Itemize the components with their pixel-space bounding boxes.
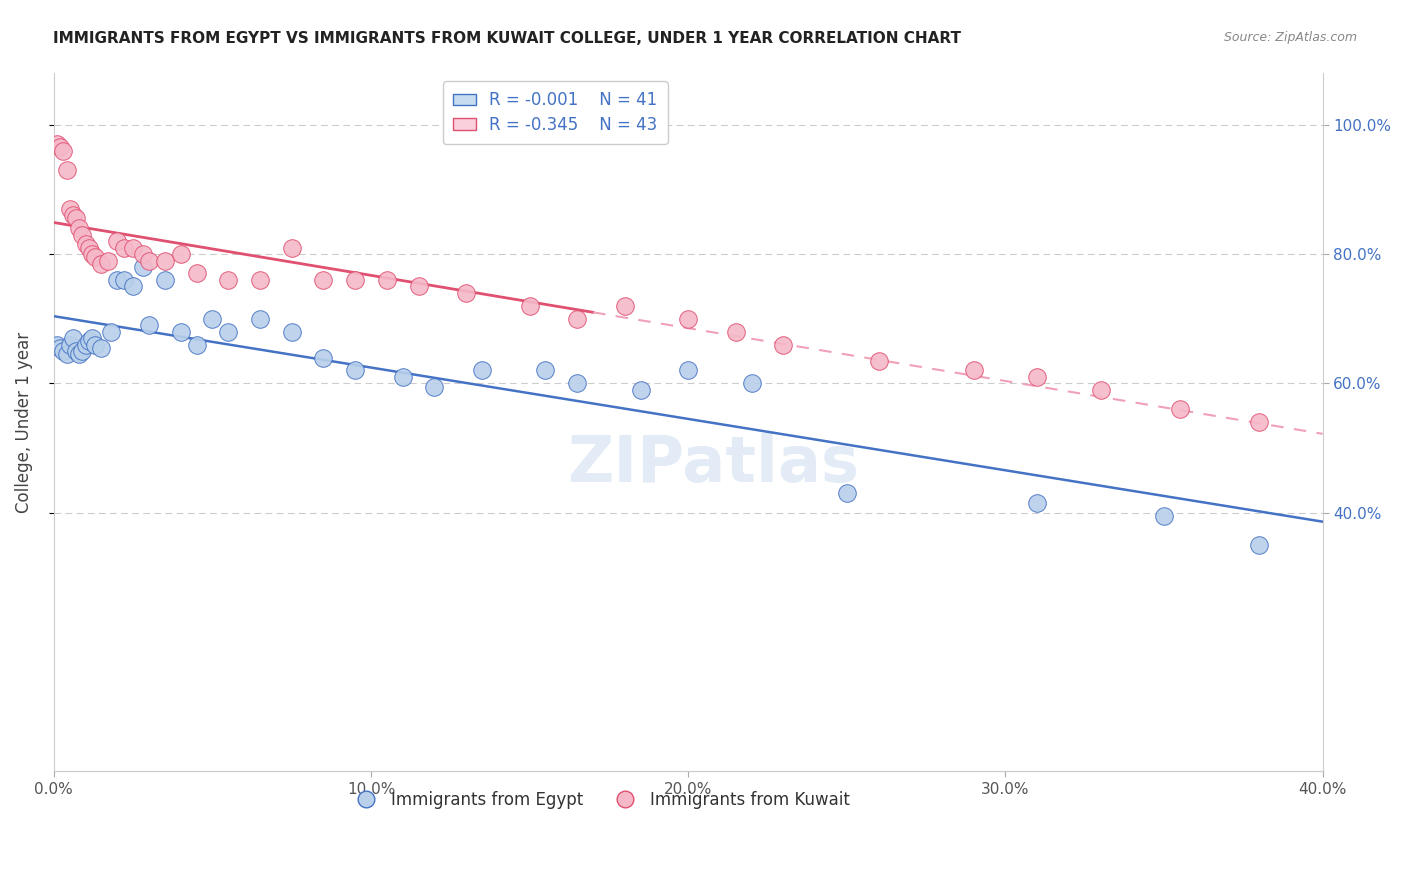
Text: ZIPatlas: ZIPatlas xyxy=(568,434,859,495)
Point xyxy=(80,331,103,345)
Point xyxy=(49,140,72,154)
Point xyxy=(131,247,153,261)
Point xyxy=(131,260,153,274)
Point xyxy=(62,331,84,345)
Point xyxy=(1026,370,1049,384)
Point xyxy=(1153,508,1175,523)
Point xyxy=(375,273,398,287)
Point xyxy=(630,383,652,397)
Point xyxy=(59,337,82,351)
Point xyxy=(77,241,100,255)
Point xyxy=(408,279,430,293)
Point xyxy=(153,253,176,268)
Point xyxy=(112,273,135,287)
Point xyxy=(77,334,100,349)
Point xyxy=(112,241,135,255)
Point xyxy=(312,351,335,365)
Point xyxy=(67,347,90,361)
Point xyxy=(55,163,77,178)
Text: Source: ZipAtlas.com: Source: ZipAtlas.com xyxy=(1223,31,1357,45)
Text: IMMIGRANTS FROM EGYPT VS IMMIGRANTS FROM KUWAIT COLLEGE, UNDER 1 YEAR CORRELATIO: IMMIGRANTS FROM EGYPT VS IMMIGRANTS FROM… xyxy=(53,31,962,46)
Point xyxy=(170,247,193,261)
Point xyxy=(567,376,589,391)
Point xyxy=(90,341,112,355)
Point xyxy=(344,363,367,377)
Point xyxy=(676,363,699,377)
Point xyxy=(153,273,176,287)
Legend: Immigrants from Egypt, Immigrants from Kuwait: Immigrants from Egypt, Immigrants from K… xyxy=(343,784,856,815)
Point xyxy=(741,376,763,391)
Point xyxy=(97,253,120,268)
Point xyxy=(46,137,69,152)
Point xyxy=(122,241,145,255)
Point xyxy=(186,267,208,281)
Point xyxy=(72,344,94,359)
Point xyxy=(201,311,224,326)
Point xyxy=(84,250,107,264)
Point xyxy=(55,347,77,361)
Point xyxy=(67,221,90,235)
Point xyxy=(65,344,87,359)
Point xyxy=(62,208,84,222)
Point xyxy=(471,363,494,377)
Point xyxy=(613,299,636,313)
Point xyxy=(105,273,128,287)
Point xyxy=(344,273,367,287)
Point xyxy=(100,325,122,339)
Point xyxy=(84,337,107,351)
Point xyxy=(280,241,302,255)
Point xyxy=(534,363,557,377)
Point xyxy=(772,337,794,351)
Point xyxy=(186,337,208,351)
Point xyxy=(105,234,128,248)
Point xyxy=(249,311,271,326)
Point xyxy=(567,311,589,326)
Point xyxy=(280,325,302,339)
Point xyxy=(423,379,446,393)
Point xyxy=(52,344,75,359)
Point xyxy=(90,257,112,271)
Point xyxy=(249,273,271,287)
Point xyxy=(217,273,239,287)
Point xyxy=(963,363,986,377)
Point xyxy=(391,370,413,384)
Point xyxy=(65,211,87,226)
Point xyxy=(1249,538,1271,552)
Point xyxy=(835,486,858,500)
Y-axis label: College, Under 1 year: College, Under 1 year xyxy=(15,332,32,513)
Point xyxy=(519,299,541,313)
Point xyxy=(138,318,160,333)
Point xyxy=(80,247,103,261)
Point xyxy=(170,325,193,339)
Point xyxy=(75,337,97,351)
Point xyxy=(217,325,239,339)
Point xyxy=(138,253,160,268)
Point xyxy=(52,144,75,158)
Point xyxy=(724,325,747,339)
Point xyxy=(122,279,145,293)
Point xyxy=(46,337,69,351)
Point xyxy=(456,285,478,300)
Point xyxy=(49,341,72,355)
Point xyxy=(1249,415,1271,429)
Point xyxy=(59,202,82,216)
Point xyxy=(1026,496,1049,510)
Point xyxy=(312,273,335,287)
Point xyxy=(75,237,97,252)
Point xyxy=(676,311,699,326)
Point xyxy=(868,353,890,368)
Point xyxy=(72,227,94,242)
Point xyxy=(1168,402,1191,417)
Point xyxy=(1090,383,1112,397)
